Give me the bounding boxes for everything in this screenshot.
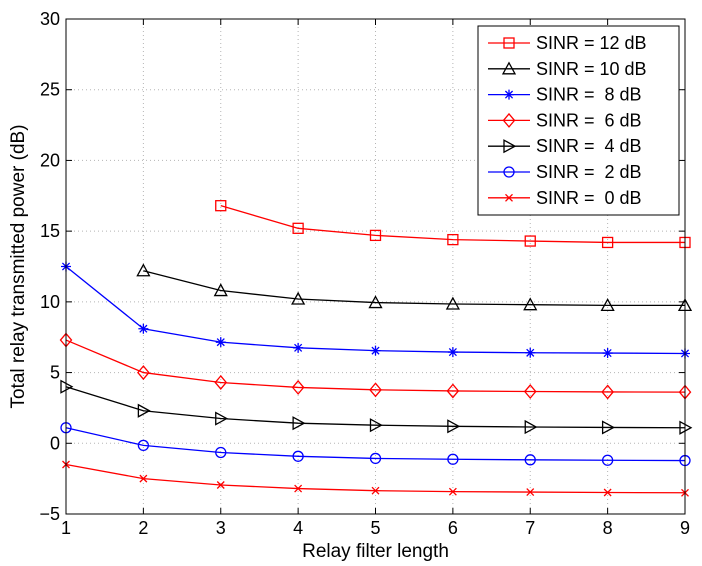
marker-triangle-right bbox=[503, 139, 517, 154]
x-tick-label: 8 bbox=[603, 518, 613, 538]
marker-circle bbox=[503, 166, 515, 178]
marker-diamond bbox=[601, 384, 614, 400]
marker-x bbox=[505, 193, 513, 202]
y-tick-label: 10 bbox=[40, 292, 60, 312]
series-markers bbox=[59, 200, 693, 497]
marker-triangle-right bbox=[369, 418, 383, 433]
series-line bbox=[65, 386, 686, 429]
legend-label: SINR = 2 dB bbox=[536, 162, 642, 182]
y-tick-label: 5 bbox=[50, 363, 60, 383]
marker-star bbox=[293, 342, 304, 353]
legend-label: SINR = 8 dB bbox=[536, 85, 642, 105]
x-tick-label: 5 bbox=[370, 518, 380, 538]
marker-square bbox=[369, 229, 382, 242]
marker-diamond bbox=[214, 374, 228, 390]
series-line bbox=[143, 270, 685, 307]
marker-circle bbox=[524, 454, 536, 466]
legend-entry: SINR = 8 dB bbox=[488, 85, 642, 105]
marker-x bbox=[526, 488, 535, 497]
tick-labels: 1 2 3 4 5 6 7 8 9 −5 0 5 10 15 20 25 30 bbox=[39, 9, 690, 538]
marker-x bbox=[448, 487, 457, 496]
y-tick-label: 25 bbox=[40, 80, 60, 100]
marker-diamond bbox=[502, 112, 516, 128]
marker-circle bbox=[601, 454, 614, 466]
legend-entry: SINR = 4 dB bbox=[488, 136, 642, 156]
marker-circle bbox=[292, 450, 304, 462]
marker-triangle-right bbox=[601, 420, 615, 435]
axis-ticks bbox=[65, 18, 686, 515]
marker-star bbox=[138, 323, 149, 334]
marker-circle bbox=[369, 452, 382, 465]
y-tick-label: −5 bbox=[39, 504, 60, 524]
marker-diamond bbox=[446, 383, 460, 399]
legend-entry: SINR = 0 dB bbox=[488, 188, 642, 208]
marker-triangle-right bbox=[292, 416, 306, 431]
y-tick-label: 0 bbox=[50, 433, 60, 453]
marker-triangle-up bbox=[368, 295, 383, 309]
marker-x bbox=[294, 484, 303, 493]
marker-star bbox=[525, 347, 536, 358]
y-tick-label: 20 bbox=[40, 150, 60, 170]
marker-circle bbox=[137, 439, 150, 452]
marker-diamond bbox=[523, 384, 537, 400]
x-tick-label: 1 bbox=[61, 518, 71, 538]
marker-diamond bbox=[369, 382, 382, 398]
legend-label: SINR = 4 dB bbox=[536, 136, 642, 156]
marker-square bbox=[447, 233, 459, 246]
marker-triangle-right bbox=[137, 403, 151, 418]
marker-star bbox=[370, 345, 381, 356]
x-tick-label: 7 bbox=[525, 518, 535, 538]
grid bbox=[66, 19, 685, 514]
y-tick-label: 15 bbox=[40, 221, 60, 241]
marker-square bbox=[524, 235, 536, 247]
marker-triangle-up bbox=[213, 283, 228, 297]
legend-label: SINR = 12 dB bbox=[536, 33, 647, 53]
marker-triangle-right bbox=[524, 419, 538, 435]
marker-square bbox=[601, 236, 614, 249]
x-tick-label: 3 bbox=[216, 518, 226, 538]
marker-diamond bbox=[137, 365, 150, 381]
series-line bbox=[65, 427, 686, 462]
marker-triangle-up bbox=[600, 298, 615, 312]
marker-x bbox=[371, 486, 380, 495]
marker-triangle-up bbox=[136, 263, 151, 277]
legend-entry: SINR = 12 dB bbox=[488, 33, 647, 53]
marker-triangle-up bbox=[291, 291, 306, 305]
marker-circle bbox=[215, 446, 227, 459]
marker-star bbox=[447, 347, 458, 358]
series-line bbox=[220, 205, 685, 244]
legend-entry: SINR = 2 dB bbox=[488, 162, 642, 182]
marker-star bbox=[602, 348, 613, 359]
x-tick-label: 6 bbox=[448, 518, 458, 538]
marker-star bbox=[215, 337, 226, 348]
marker-square bbox=[503, 37, 515, 49]
marker-x bbox=[216, 481, 225, 489]
marker-triangle-up bbox=[523, 297, 538, 311]
marker-triangle-up bbox=[445, 296, 460, 310]
legend-label: SINR = 10 dB bbox=[536, 59, 647, 79]
x-tick-label: 4 bbox=[293, 518, 303, 538]
marker-diamond bbox=[291, 379, 305, 395]
marker-square bbox=[292, 222, 304, 234]
x-tick-label: 2 bbox=[138, 518, 148, 538]
marker-x bbox=[603, 488, 612, 497]
y-tick-label: 30 bbox=[40, 9, 60, 29]
series-line bbox=[65, 339, 686, 393]
marker-triangle-right bbox=[215, 411, 229, 426]
marker-x bbox=[139, 474, 148, 483]
x-tick-label: 9 bbox=[680, 518, 690, 538]
marker-triangle-right bbox=[447, 419, 461, 434]
y-axis-label: Total relay transmitted power (dB) bbox=[8, 124, 29, 408]
marker-star bbox=[504, 89, 514, 100]
legend-entry: SINR = 10 dB bbox=[488, 59, 647, 79]
legend: SINR = 12 dB SINR = 10 dB SINR = 8 dB SINR … bbox=[477, 25, 680, 216]
marker-triangle-up bbox=[501, 61, 517, 75]
legend-label: SINR = 6 dB bbox=[536, 110, 642, 130]
marker-circle bbox=[447, 453, 459, 465]
legend-label: SINR = 0 dB bbox=[536, 188, 642, 208]
x-axis-label: Relay filter length bbox=[302, 541, 449, 562]
marker-square bbox=[215, 200, 227, 212]
legend-entry: SINR = 6 dB bbox=[488, 110, 642, 130]
